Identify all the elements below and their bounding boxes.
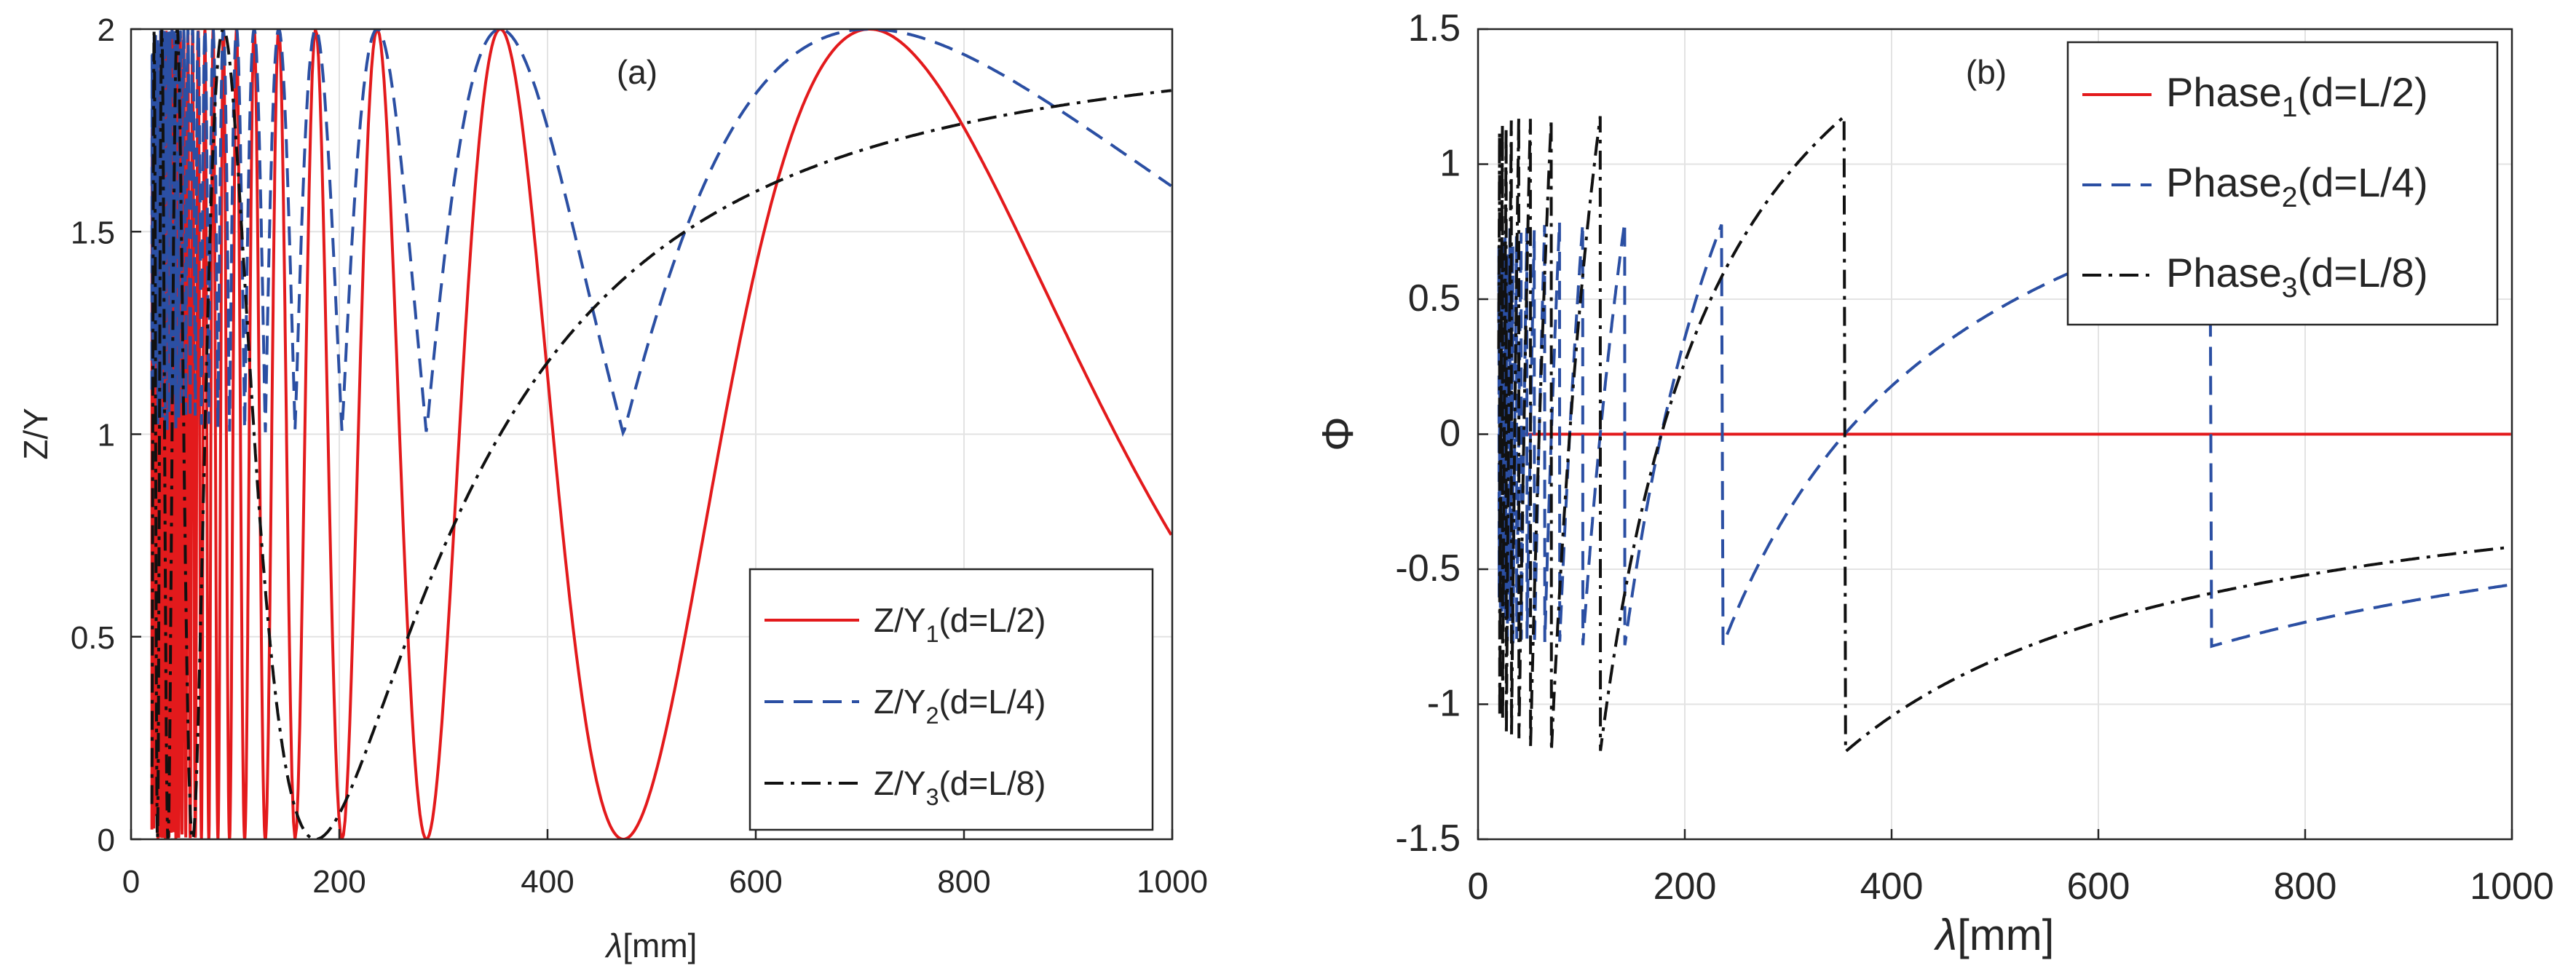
y-tick-label: -0.5 <box>1395 547 1461 590</box>
series-line-b-3 <box>1497 113 2511 755</box>
x-tick-label: 0 <box>122 864 140 900</box>
xlabel-a: λ[mm] <box>604 927 698 964</box>
legend-label-tail: (d=L/4) <box>2298 159 2428 205</box>
legend-b-box <box>2066 41 2499 326</box>
legend-label-sub: 3 <box>2282 272 2298 304</box>
x-tick-label: 400 <box>521 864 574 900</box>
legend-label-main: Phase <box>2166 69 2282 115</box>
legend-label-main: Z/Y <box>874 764 926 802</box>
x-tick-label: 800 <box>937 864 990 900</box>
xlabel-a-symbol: λ <box>604 927 623 964</box>
xlabel-b-symbol: λ <box>1934 911 1958 959</box>
legend-label-sub: 2 <box>2282 182 2298 213</box>
legend-a-box <box>748 568 1154 831</box>
legend-label-a-3: Z/Y3(d=L/8) <box>874 764 1046 810</box>
legend-label-sub: 1 <box>2282 92 2298 123</box>
x-tick-label: 1000 <box>2470 865 2554 908</box>
x-tick-label: 400 <box>1860 865 1924 908</box>
legend-label-tail: (d=L/8) <box>2298 250 2428 296</box>
series-line-a-3 <box>150 29 1172 839</box>
y-tick-label: 1.5 <box>71 215 115 250</box>
y-tick-label: 0.5 <box>1408 277 1461 320</box>
ylabel-b: Φ <box>1313 416 1362 451</box>
y-tick-label: 1 <box>98 418 115 453</box>
panel-label-a: (a) <box>617 53 657 91</box>
ticks-a: 0 200 400 600 800 1000 0 0.5 1 1.5 2 <box>71 12 1208 900</box>
x-tick-label: 0 <box>1468 865 1489 908</box>
ylabel-a: Z/Y <box>17 408 55 460</box>
legend-label-b-3: Phase3(d=L/8) <box>2166 250 2428 304</box>
legend-label-a-1: Z/Y1(d=L/2) <box>874 601 1046 647</box>
ticks-b: 0 200 400 600 800 1000 -1.5 -1 -0.5 0 0.5 1 1.5 <box>1395 7 2553 908</box>
x-tick-label: 600 <box>729 864 782 900</box>
legend-label-b-1: Phase1(d=L/2) <box>2166 69 2428 123</box>
legend-label-b-2: Phase2(d=L/4) <box>2166 159 2428 213</box>
legend-label-main: Z/Y <box>874 683 926 721</box>
legend-label-sub: 2 <box>926 702 939 729</box>
legend-label-tail: (d=L/2) <box>2298 69 2428 115</box>
y-tick-label: -1.5 <box>1395 817 1461 860</box>
x-tick-label: 600 <box>2067 865 2130 908</box>
x-tick-label: 800 <box>2274 865 2337 908</box>
panel-label-b: (b) <box>1966 53 2007 91</box>
legend-b: Phase1(d=L/2)Phase2(d=L/4)Phase3(d=L/8) <box>2066 41 2499 326</box>
y-tick-label: -1 <box>1427 683 1461 725</box>
y-tick-label: 0 <box>98 823 115 858</box>
panel-a: 0 200 400 600 800 1000 0 0.5 1 1.5 2 (a) Z/Y λ[mm]… <box>17 12 1208 964</box>
legend-label-main: Z/Y <box>874 601 926 639</box>
legend-label-main: Phase <box>2166 159 2282 205</box>
y-tick-label: 1.5 <box>1408 7 1461 49</box>
x-tick-label: 1000 <box>1137 864 1208 900</box>
legend-label-main: Phase <box>2166 250 2282 296</box>
y-tick-label: 2 <box>98 12 115 48</box>
y-tick-label: 0 <box>1439 413 1461 455</box>
x-tick-label: 200 <box>1654 865 1717 908</box>
legend-label-a-2: Z/Y2(d=L/4) <box>874 683 1046 729</box>
legend-label-sub: 1 <box>926 621 939 647</box>
legend-label-tail: (d=L/8) <box>939 764 1046 802</box>
legend-label-tail: (d=L/4) <box>939 683 1046 721</box>
panel-b: 0 200 400 600 800 1000-1.5-1-0.500.511.5 (b) … <box>1313 7 2554 959</box>
legend-label-tail: (d=L/2) <box>939 601 1046 639</box>
y-tick-label: 0.5 <box>71 620 115 656</box>
legend-label-sub: 3 <box>926 784 939 810</box>
legend-a: Z/Y1(d=L/2)Z/Y2(d=L/4)Z/Y3(d=L/8) <box>748 568 1154 831</box>
xlabel-b-unit: [mm] <box>1957 911 2054 959</box>
x-tick-label: 200 <box>312 864 366 900</box>
xlabel-b: λ[mm] <box>1934 911 2055 959</box>
xlabel-a-unit: [mm] <box>623 927 697 964</box>
y-tick-label: 1 <box>1439 143 1461 185</box>
